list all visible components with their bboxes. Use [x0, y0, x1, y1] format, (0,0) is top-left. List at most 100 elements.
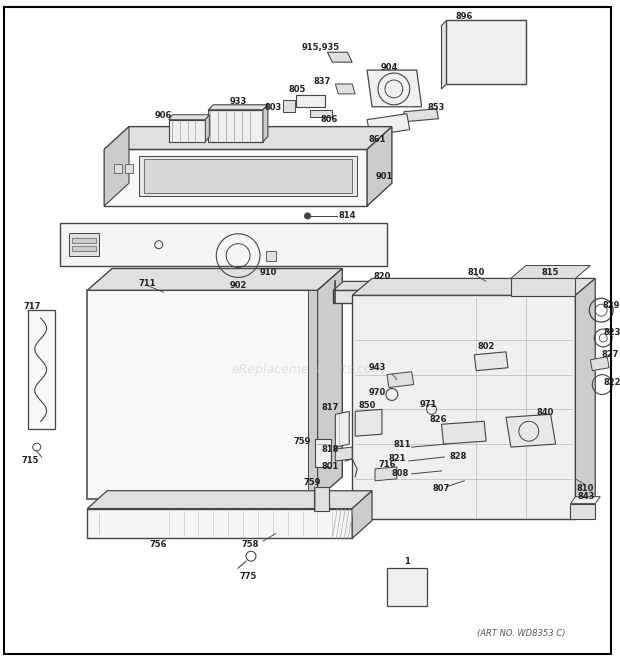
- Polygon shape: [266, 251, 276, 260]
- Polygon shape: [308, 290, 317, 498]
- Text: 901: 901: [375, 172, 392, 180]
- Text: 906: 906: [155, 111, 172, 120]
- Polygon shape: [352, 295, 575, 518]
- Text: 818: 818: [322, 445, 339, 453]
- Text: 759: 759: [294, 437, 311, 446]
- Polygon shape: [144, 159, 352, 193]
- Polygon shape: [575, 278, 595, 518]
- Text: 822: 822: [603, 378, 620, 387]
- Polygon shape: [404, 109, 438, 122]
- Polygon shape: [334, 282, 436, 290]
- Polygon shape: [570, 496, 600, 504]
- Polygon shape: [441, 421, 486, 444]
- Polygon shape: [317, 268, 342, 498]
- Text: 837: 837: [314, 77, 331, 87]
- Polygon shape: [334, 290, 427, 303]
- Text: 716: 716: [378, 461, 396, 469]
- Polygon shape: [139, 157, 357, 196]
- Polygon shape: [511, 278, 575, 296]
- Polygon shape: [87, 268, 342, 290]
- Polygon shape: [590, 357, 609, 371]
- Polygon shape: [511, 266, 590, 278]
- Polygon shape: [69, 233, 99, 256]
- Text: 904: 904: [380, 63, 397, 71]
- Polygon shape: [114, 165, 122, 173]
- Polygon shape: [104, 127, 392, 149]
- Polygon shape: [367, 70, 422, 107]
- Text: 811: 811: [393, 440, 410, 449]
- Text: 943: 943: [368, 363, 386, 372]
- Polygon shape: [327, 52, 352, 62]
- Polygon shape: [446, 20, 526, 84]
- Text: 810: 810: [577, 485, 594, 493]
- Circle shape: [304, 213, 311, 219]
- Text: 828: 828: [450, 453, 467, 461]
- Polygon shape: [506, 414, 556, 447]
- Text: 915,935: 915,935: [301, 43, 340, 52]
- Polygon shape: [570, 504, 595, 518]
- Text: 843: 843: [578, 492, 595, 501]
- Text: 896: 896: [456, 12, 473, 21]
- Polygon shape: [208, 110, 263, 141]
- Polygon shape: [355, 409, 382, 436]
- Polygon shape: [387, 568, 427, 606]
- Polygon shape: [263, 105, 268, 141]
- Text: eReplacementParts.com: eReplacementParts.com: [231, 363, 384, 376]
- Text: 971: 971: [420, 400, 437, 409]
- Polygon shape: [73, 246, 96, 251]
- Polygon shape: [474, 352, 508, 371]
- Text: 717: 717: [23, 301, 40, 311]
- Polygon shape: [87, 290, 317, 498]
- Text: 850: 850: [358, 401, 376, 410]
- Text: 803: 803: [264, 103, 281, 112]
- Text: 1: 1: [404, 557, 410, 566]
- Text: 711: 711: [138, 279, 156, 288]
- Text: 823: 823: [603, 329, 620, 338]
- Text: 805: 805: [289, 85, 306, 95]
- Polygon shape: [352, 490, 372, 538]
- Polygon shape: [87, 490, 372, 508]
- Text: 815: 815: [542, 268, 559, 277]
- Text: 910: 910: [259, 268, 277, 277]
- Polygon shape: [205, 115, 210, 141]
- Text: 902: 902: [229, 281, 247, 290]
- Polygon shape: [335, 411, 349, 447]
- Polygon shape: [441, 20, 446, 89]
- Text: 853: 853: [428, 103, 445, 112]
- Text: 814: 814: [339, 212, 356, 220]
- Text: 775: 775: [239, 572, 257, 580]
- Polygon shape: [375, 467, 397, 481]
- Polygon shape: [87, 508, 352, 538]
- Text: 826: 826: [430, 415, 447, 424]
- Text: 806: 806: [321, 115, 338, 124]
- Text: 817: 817: [322, 403, 339, 412]
- Polygon shape: [427, 282, 436, 303]
- Text: 756: 756: [150, 540, 167, 549]
- Text: 840: 840: [537, 408, 554, 417]
- Text: 758: 758: [241, 540, 259, 549]
- Polygon shape: [309, 110, 332, 117]
- Text: 829: 829: [603, 301, 620, 310]
- Text: (ART NO. WD8353 C): (ART NO. WD8353 C): [477, 629, 565, 638]
- Text: 861: 861: [368, 135, 386, 144]
- Polygon shape: [283, 100, 294, 112]
- Polygon shape: [169, 115, 210, 120]
- Polygon shape: [387, 371, 414, 387]
- Text: 801: 801: [322, 463, 339, 471]
- Text: 807: 807: [433, 485, 450, 493]
- Polygon shape: [335, 84, 355, 94]
- Text: 715: 715: [21, 457, 38, 465]
- Polygon shape: [208, 105, 268, 110]
- Polygon shape: [104, 149, 367, 206]
- Polygon shape: [169, 120, 205, 141]
- Text: 933: 933: [229, 97, 247, 106]
- Polygon shape: [367, 114, 410, 136]
- Text: 808: 808: [391, 469, 409, 479]
- Polygon shape: [352, 278, 595, 295]
- Text: 820: 820: [373, 272, 391, 281]
- Text: 827: 827: [601, 350, 619, 360]
- Polygon shape: [314, 486, 329, 510]
- Polygon shape: [73, 238, 96, 243]
- Polygon shape: [104, 127, 129, 206]
- Text: 821: 821: [388, 455, 405, 463]
